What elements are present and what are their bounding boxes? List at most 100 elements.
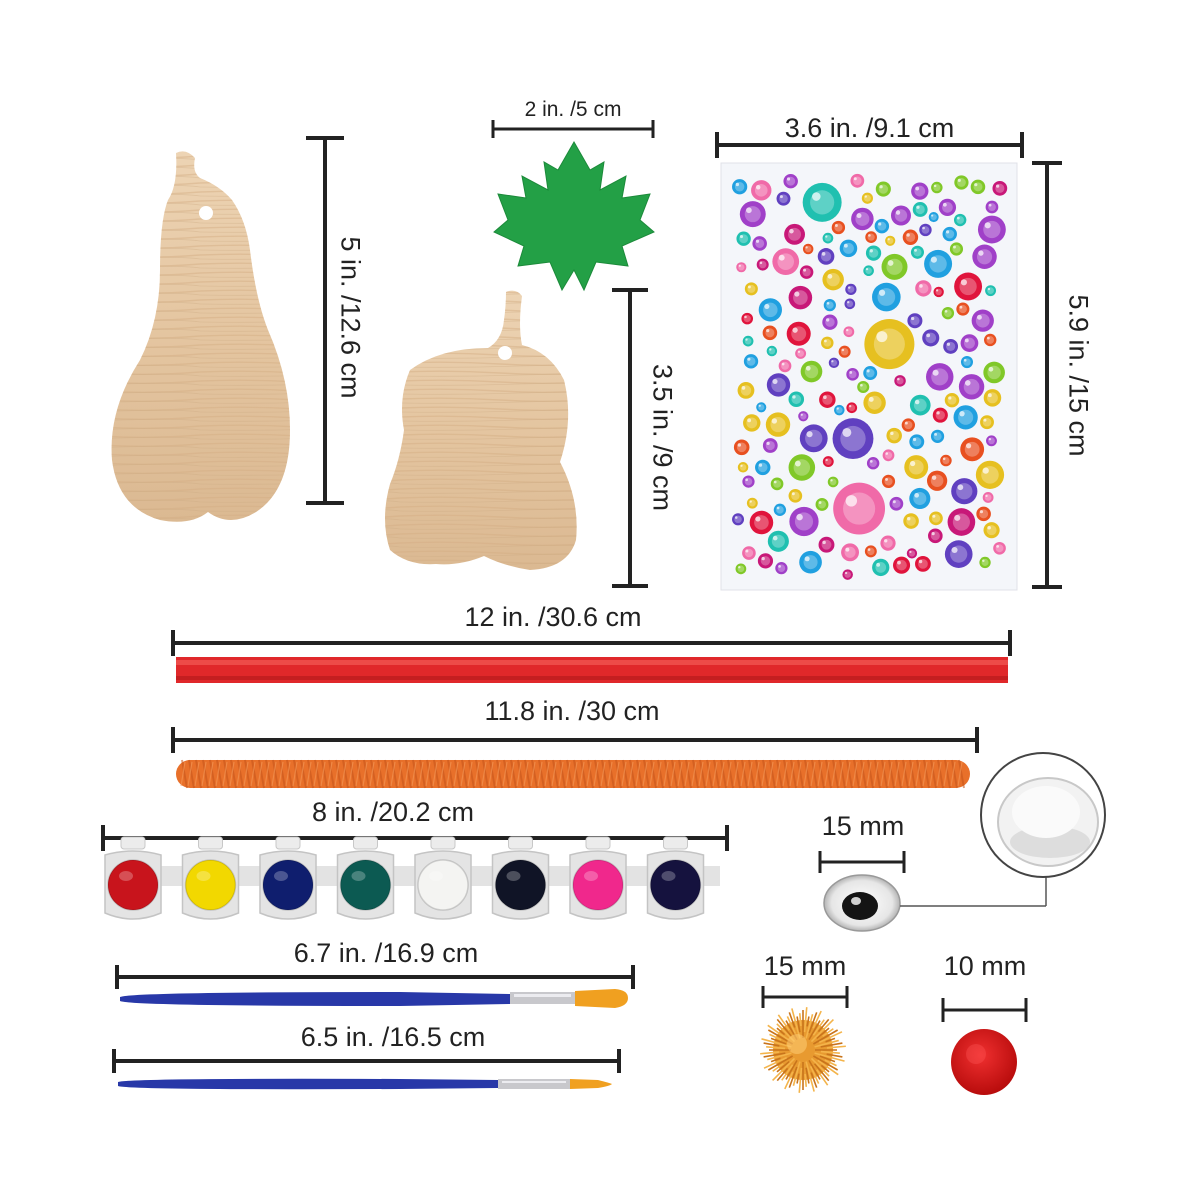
gem-sticker (865, 245, 882, 261)
gem-sticker (864, 545, 877, 558)
gem-sticker (784, 223, 805, 245)
paint-pot (104, 836, 162, 920)
gem-sticker (919, 223, 932, 237)
gem-sticker (938, 198, 957, 216)
pipe-cleaner-length-label: 11.8 in. /30 cm (484, 696, 660, 726)
gem-sticker (982, 492, 994, 503)
gem-sticker (844, 298, 856, 310)
wooden-pumpkin-cutout (385, 290, 577, 570)
gem-sticker (772, 248, 800, 276)
gem-sticker (843, 326, 855, 338)
paint-pot (646, 836, 705, 920)
flat-paint-brush (120, 989, 628, 1008)
gem-sticker (743, 414, 761, 432)
gem-sticker (944, 392, 960, 408)
gem-sticker (800, 360, 823, 383)
gem-sticker (742, 546, 756, 560)
gem-sticker (756, 258, 769, 271)
gem-sticker (925, 363, 954, 391)
gem-sticker (960, 356, 974, 369)
gem-sticker (942, 226, 957, 242)
glitter-pompom-size-label: 15 mm (763, 951, 847, 981)
gem-sticker (834, 404, 845, 416)
gem-sticker (846, 368, 859, 381)
gem-sticker (741, 312, 754, 325)
gourd-height-line (306, 136, 344, 505)
gem-sticker (846, 402, 858, 414)
gem-sticker (742, 335, 754, 347)
gem-sticker (776, 191, 791, 206)
gem-sticker (758, 298, 782, 322)
gem-sticker (954, 175, 969, 190)
pumpkin-height-line (612, 288, 648, 588)
gem-sticker (880, 535, 896, 551)
gem-sticker (798, 411, 809, 422)
gem-sticker (861, 192, 873, 204)
gem-sticker (823, 299, 836, 312)
gem-sticker (902, 229, 919, 245)
gem-sticker (766, 373, 791, 397)
gem-sticker (907, 313, 923, 329)
gem-sticker (744, 282, 758, 296)
paint-pot (259, 836, 317, 920)
gem-sticker (922, 329, 940, 347)
gem-sticker (956, 302, 970, 316)
gem-sticker (822, 314, 838, 330)
pumpkin-height-label: 3.5 in. /9 cm (647, 363, 678, 512)
gem-sticker (799, 265, 814, 279)
gem-sticker (788, 391, 805, 408)
gem-sticker (864, 319, 915, 370)
round-paint-brush (118, 1078, 612, 1090)
gem-sticker (737, 462, 749, 473)
leaf-width-line (491, 120, 655, 138)
gem-sticker (788, 285, 813, 310)
gem-sticker (929, 511, 943, 526)
gem-sticker (912, 202, 928, 217)
paint-pot (336, 836, 395, 920)
gem-sticker (960, 334, 979, 352)
red-ribbon (176, 657, 1008, 683)
gem-sticker (863, 366, 878, 380)
paint-strip-length-label: 8 in. /20.2 cm (311, 797, 475, 827)
gem-sticker (960, 437, 985, 462)
gourd-height-label: 5 in. /12.6 cm (335, 236, 366, 399)
gem-sticker (845, 283, 857, 295)
gem-sticker (915, 555, 931, 572)
round-brush-length-label: 6.5 in. /16.5 cm (300, 1022, 486, 1052)
gem-sticker (732, 513, 745, 526)
gem-sticker (755, 459, 771, 476)
gem-sticker (976, 506, 991, 522)
gem-sticker (762, 325, 778, 341)
gem-sticker (944, 540, 973, 568)
gem-sticker (775, 562, 788, 575)
gem-sticker (872, 558, 890, 577)
gem-sticker (822, 232, 834, 244)
gem-sticker (904, 455, 929, 480)
gem-sheet-width-line (715, 132, 1024, 158)
gem-sheet-width-label: 3.6 in. /9.1 cm (784, 113, 955, 143)
gem-sticker (953, 405, 978, 430)
gem-sticker (756, 402, 767, 413)
gem-sticker (817, 248, 835, 265)
red-pompom (951, 1029, 1017, 1095)
gem-sticker (736, 262, 747, 273)
gem-sticker (788, 489, 803, 503)
gem-sticker (743, 354, 759, 369)
gem-sticker (770, 477, 784, 491)
gem-sticker (909, 434, 925, 450)
paint-pot (491, 836, 550, 920)
gem-sticker (751, 180, 772, 201)
gem-sticker (882, 449, 895, 462)
gem-sticker (930, 429, 945, 443)
gem-sticker (901, 418, 915, 432)
gem-sticker (983, 361, 1005, 384)
gem-sticker (739, 201, 766, 228)
leaf-width-label: 2 in. /5 cm (524, 98, 622, 121)
gem-sticker (971, 309, 994, 332)
gem-sticker (874, 218, 890, 234)
gem-sticker (737, 382, 755, 399)
gem-sticker (909, 394, 931, 416)
gem-sticker (802, 243, 814, 255)
gem-sticker (799, 550, 822, 574)
